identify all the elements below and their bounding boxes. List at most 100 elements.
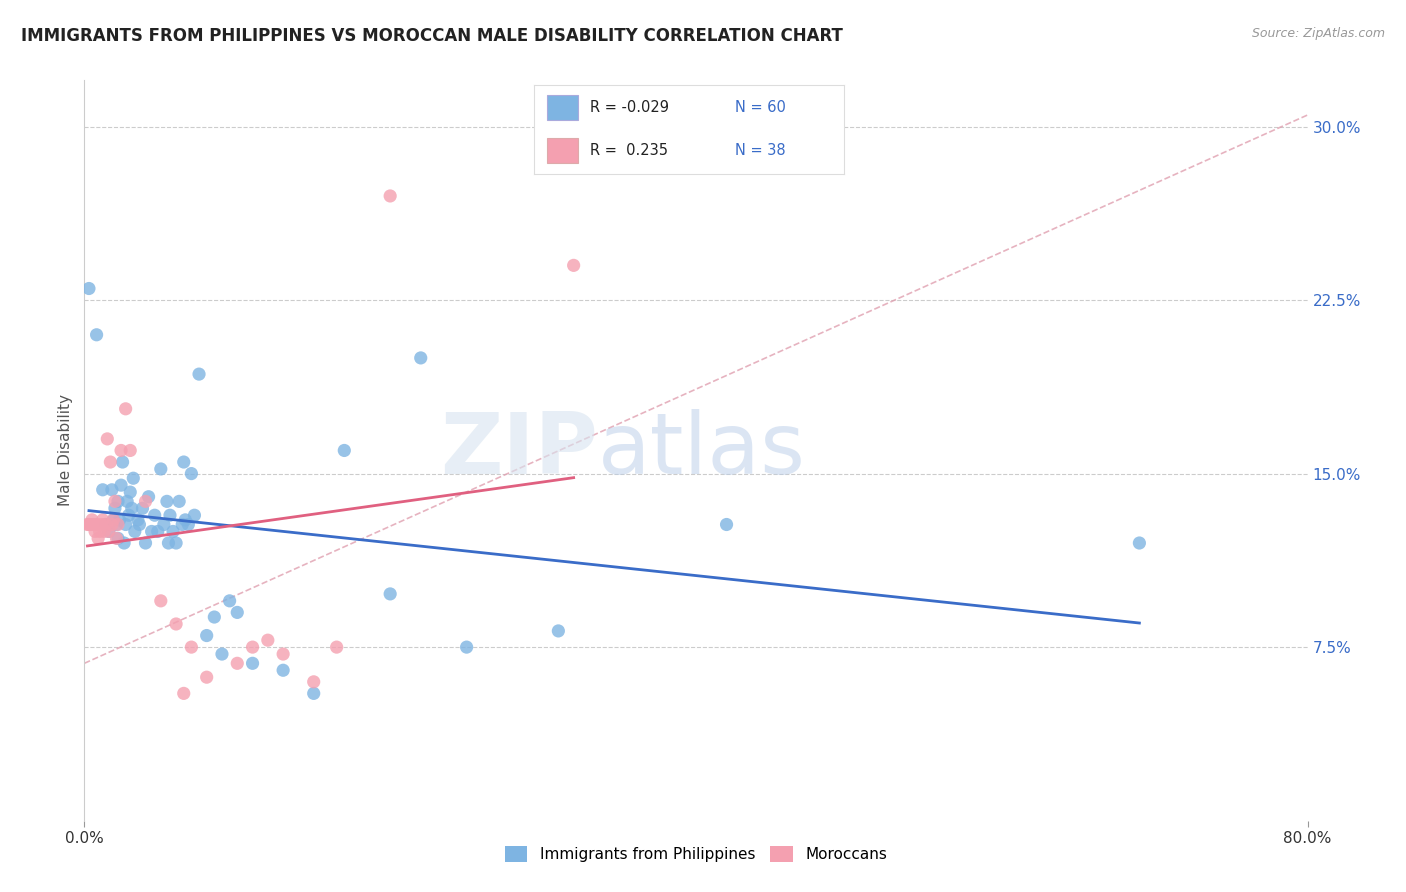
Point xyxy=(143,508,166,523)
Point xyxy=(380,189,402,203)
Point xyxy=(302,686,325,700)
Point xyxy=(218,594,240,608)
Point xyxy=(1128,536,1150,550)
Point xyxy=(98,455,121,469)
Point xyxy=(146,524,169,539)
Point xyxy=(183,508,205,523)
Point xyxy=(153,517,176,532)
Point xyxy=(107,517,129,532)
Point xyxy=(107,494,129,508)
Point xyxy=(103,513,125,527)
Y-axis label: Male Disability: Male Disability xyxy=(58,394,73,507)
Point xyxy=(135,536,157,550)
Point xyxy=(242,640,264,654)
Point xyxy=(271,647,294,661)
Point xyxy=(172,517,194,532)
Text: atlas: atlas xyxy=(598,409,806,492)
Point xyxy=(716,517,738,532)
Point xyxy=(380,587,402,601)
Text: N = 38: N = 38 xyxy=(735,144,786,158)
Point xyxy=(76,517,98,532)
Point xyxy=(131,501,153,516)
Point xyxy=(456,640,478,654)
Point xyxy=(108,513,131,527)
Point xyxy=(174,513,197,527)
Point xyxy=(80,513,103,527)
Point xyxy=(112,536,135,550)
Point xyxy=(177,517,200,532)
Point xyxy=(110,478,132,492)
Point xyxy=(97,524,120,539)
Point xyxy=(167,494,190,508)
Point xyxy=(157,536,180,550)
Point xyxy=(77,281,100,295)
Point xyxy=(302,674,325,689)
Point xyxy=(111,455,134,469)
Point xyxy=(115,494,138,508)
Text: N = 60: N = 60 xyxy=(735,101,786,115)
Point xyxy=(333,443,356,458)
Point xyxy=(211,647,233,661)
Point xyxy=(101,517,124,532)
Point xyxy=(149,594,172,608)
Point xyxy=(120,485,142,500)
Point xyxy=(104,501,127,516)
Point xyxy=(118,508,141,523)
Legend: Immigrants from Philippines, Moroccans: Immigrants from Philippines, Moroccans xyxy=(498,840,894,869)
Point xyxy=(138,490,160,504)
Point xyxy=(110,443,132,458)
Point xyxy=(89,524,111,539)
Point xyxy=(257,633,280,648)
Point xyxy=(195,628,218,642)
Point xyxy=(93,524,115,539)
Point xyxy=(180,467,202,481)
Point xyxy=(124,524,146,539)
Point xyxy=(120,443,142,458)
Point xyxy=(96,432,118,446)
Point xyxy=(97,524,120,539)
Point xyxy=(156,494,179,508)
Point xyxy=(94,517,117,532)
Point xyxy=(202,610,225,624)
Point xyxy=(162,524,184,539)
Point xyxy=(325,640,347,654)
Point xyxy=(195,670,218,684)
Point xyxy=(105,532,128,546)
Point xyxy=(127,513,149,527)
Point xyxy=(103,513,125,527)
Text: IMMIGRANTS FROM PHILIPPINES VS MOROCCAN MALE DISABILITY CORRELATION CHART: IMMIGRANTS FROM PHILIPPINES VS MOROCCAN … xyxy=(21,27,844,45)
Point xyxy=(242,657,264,671)
Point xyxy=(107,532,129,546)
Point xyxy=(271,663,294,677)
Point xyxy=(547,624,569,638)
Point xyxy=(226,657,249,671)
Point xyxy=(409,351,432,365)
Point xyxy=(114,517,136,532)
Text: R =  0.235: R = 0.235 xyxy=(591,144,668,158)
Point xyxy=(84,524,107,539)
Point xyxy=(79,517,101,532)
Point xyxy=(94,517,117,532)
Point xyxy=(188,367,211,381)
Point xyxy=(173,686,195,700)
Text: ZIP: ZIP xyxy=(440,409,598,492)
Point xyxy=(86,517,108,532)
Point xyxy=(159,508,181,523)
Point xyxy=(91,483,114,497)
Point xyxy=(165,617,187,632)
Point xyxy=(173,455,195,469)
Point xyxy=(83,517,105,532)
Text: R = -0.029: R = -0.029 xyxy=(591,101,669,115)
Point xyxy=(226,606,249,620)
Bar xyxy=(547,95,578,120)
Bar xyxy=(547,138,578,163)
Point xyxy=(77,517,100,532)
Point xyxy=(141,524,163,539)
Point xyxy=(121,501,143,516)
Point xyxy=(135,494,157,508)
Point xyxy=(101,483,124,497)
Text: Source: ZipAtlas.com: Source: ZipAtlas.com xyxy=(1251,27,1385,40)
Point xyxy=(165,536,187,550)
Point xyxy=(86,327,108,342)
Point xyxy=(105,517,128,532)
